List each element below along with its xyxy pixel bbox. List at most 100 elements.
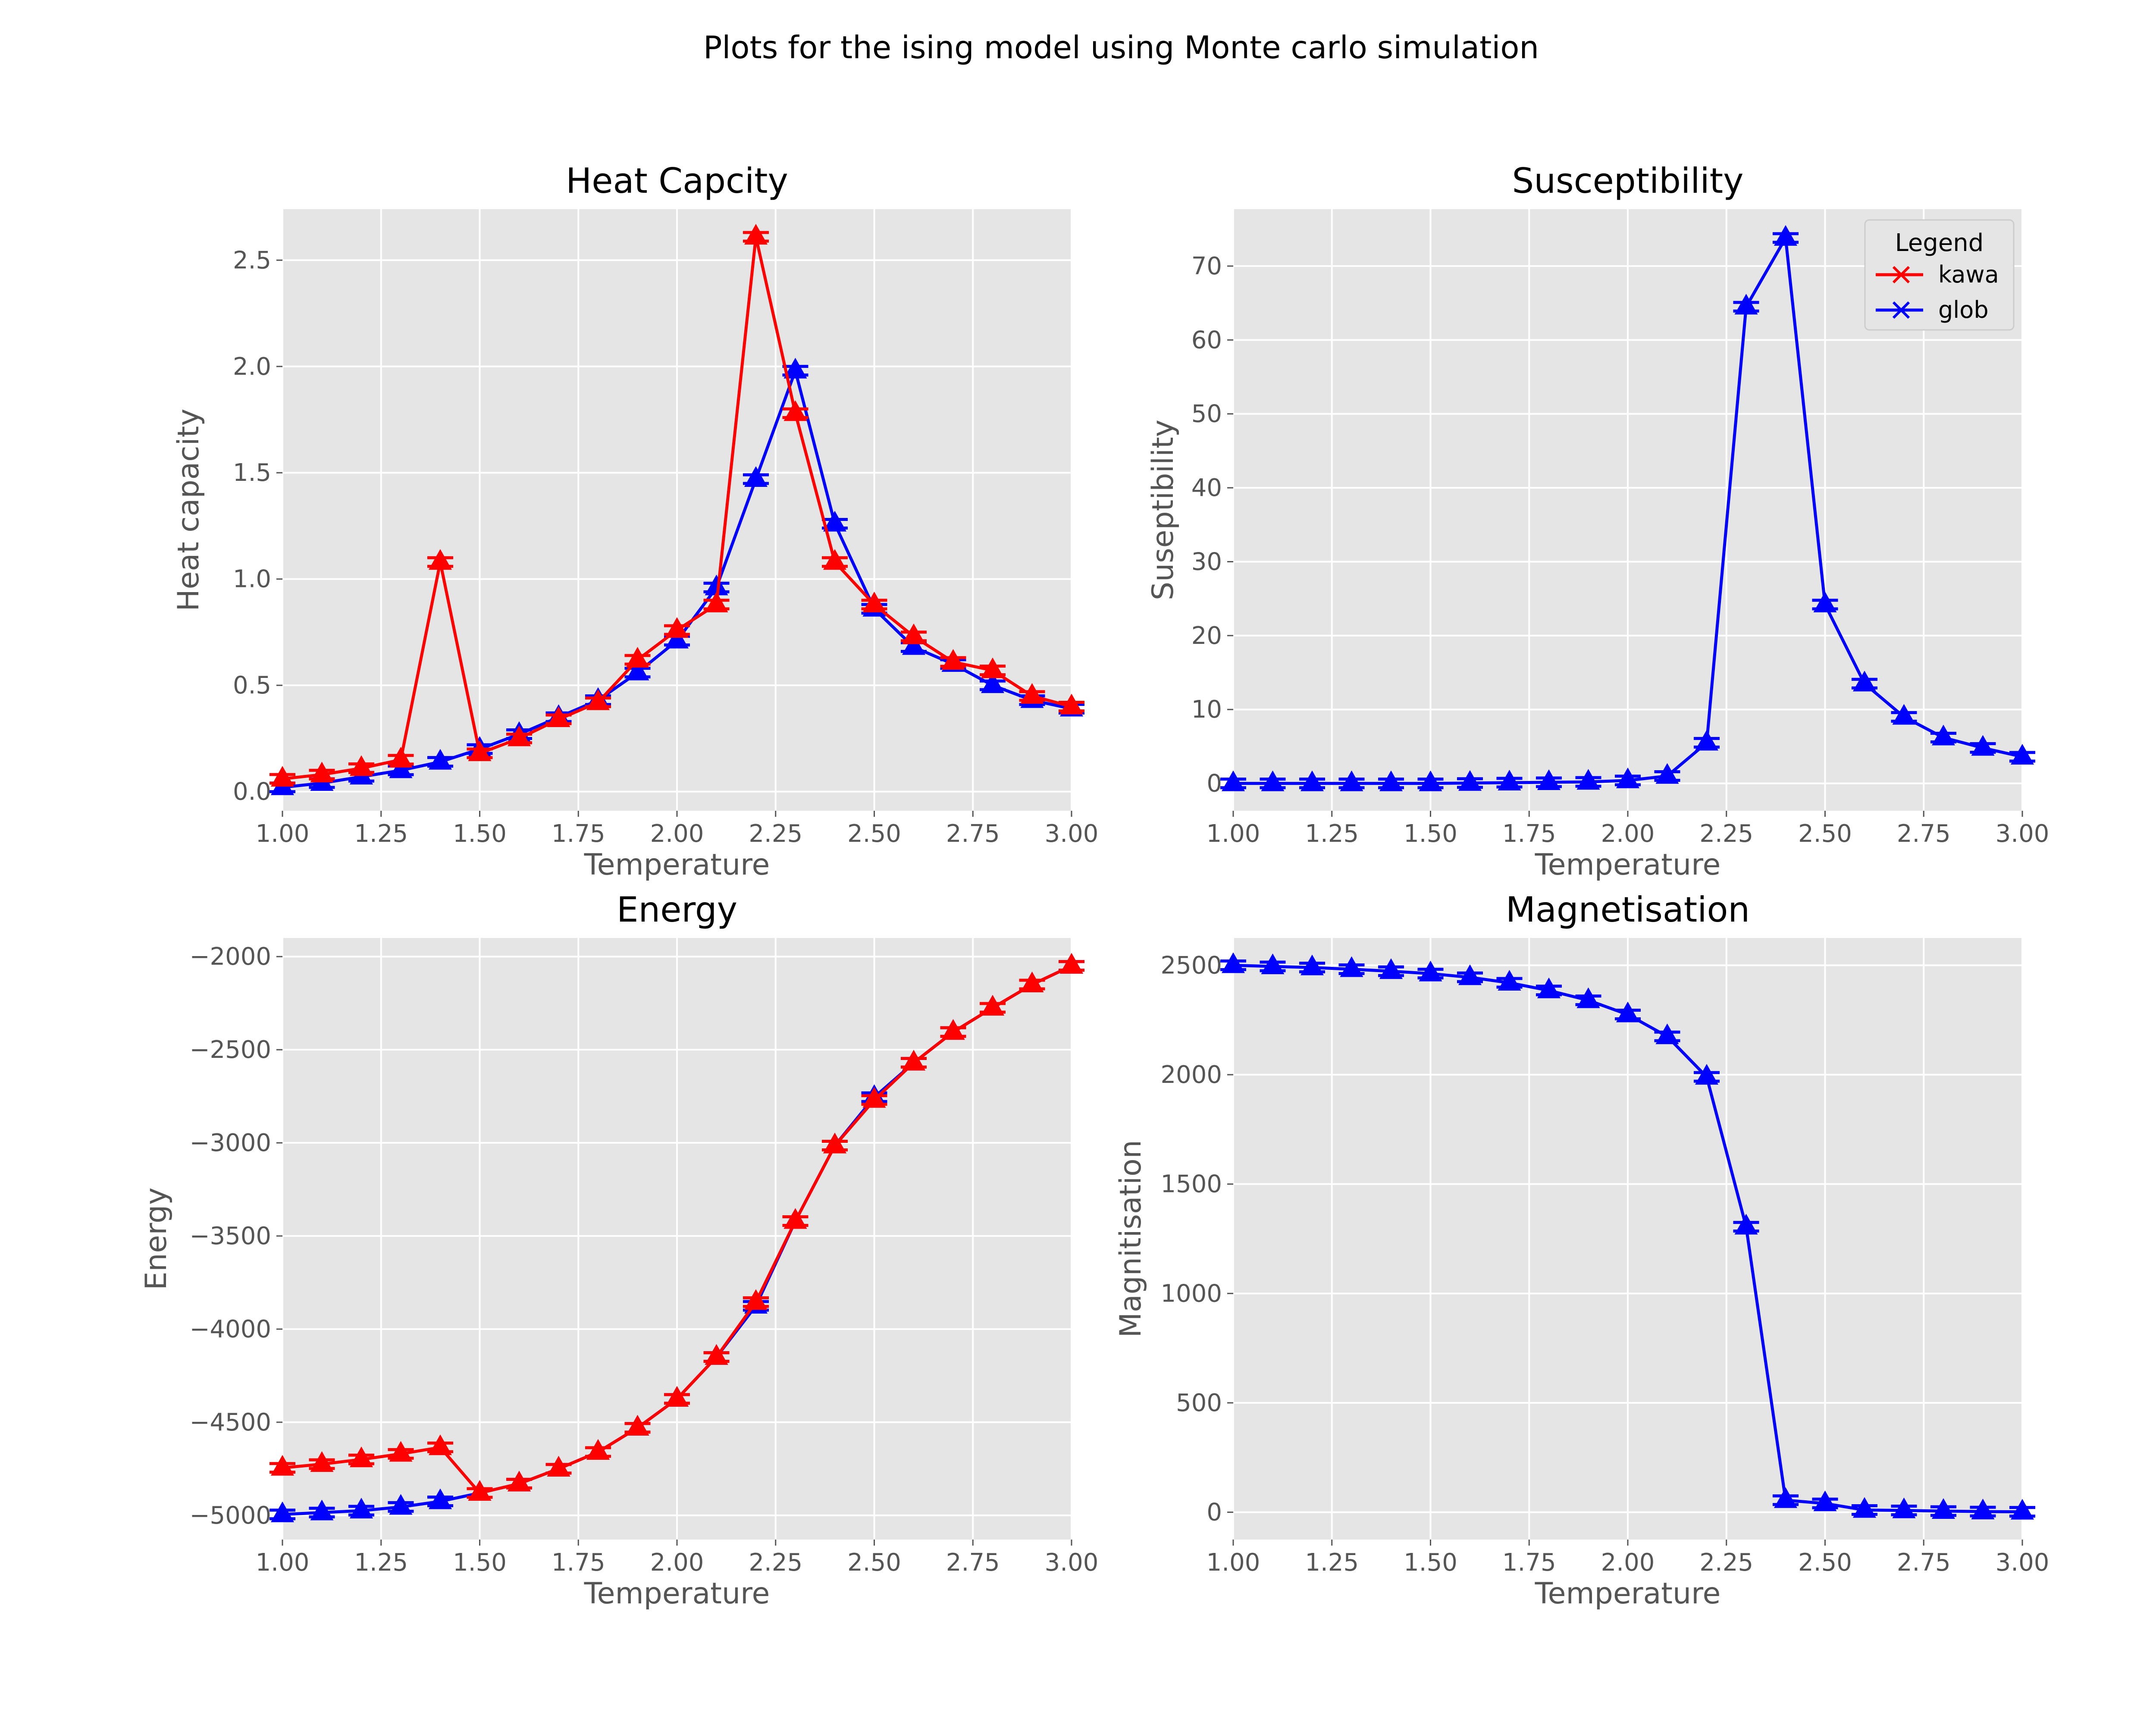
data-point-kawa — [429, 549, 452, 570]
y-tick-label: 1000 — [1160, 1280, 1222, 1308]
data-point-glob — [1774, 1487, 1797, 1508]
data-point-glob — [1971, 735, 1995, 756]
data-point-kawa — [705, 591, 728, 612]
legend-label-kawa: kawa — [1938, 261, 1999, 288]
y-tick-label: 70 — [1191, 252, 1222, 280]
data-point-glob — [1340, 956, 1363, 977]
data-point-glob — [1932, 724, 1955, 746]
data-point-glob — [1616, 1001, 1639, 1022]
x-axis-label: Temperature — [584, 1577, 770, 1611]
y-tick-label: 2.5 — [233, 246, 271, 274]
data-point-kawa — [1020, 971, 1044, 992]
data-point-kawa — [310, 762, 334, 783]
y-tick-label: −2000 — [190, 943, 271, 971]
data-point-kawa — [271, 766, 294, 787]
data-point-kawa — [626, 647, 649, 668]
subplot-title: Heat Capcity — [566, 161, 788, 201]
data-point-kawa — [1060, 693, 1083, 715]
data-point-kawa — [823, 1132, 846, 1154]
x-tick-label: 2.25 — [749, 820, 802, 848]
data-point-kawa — [941, 1019, 965, 1040]
y-axis-label: Heat capacity — [172, 409, 206, 612]
data-point-glob — [1892, 704, 1916, 725]
data-point-kawa — [902, 623, 925, 644]
series-glob — [1220, 225, 2035, 791]
y-tick-label: 0.5 — [233, 671, 271, 699]
data-point-kawa — [468, 740, 492, 761]
x-tick-label: 2.25 — [1699, 1549, 1753, 1577]
legend-title: Legend — [1895, 229, 1984, 257]
data-point-glob — [783, 358, 807, 379]
data-point-glob — [1537, 769, 1561, 790]
y-tick-label: −2500 — [190, 1036, 271, 1064]
data-point-glob — [1261, 770, 1285, 791]
x-tick-label: 2.00 — [650, 820, 704, 848]
subplot-4: 1.00 1.25 1.50 1.75 2.00 2.25 2.50 2.75 3.00 0 500… — [1114, 890, 2049, 1611]
data-point-kawa — [823, 549, 846, 570]
data-point-glob — [1537, 977, 1561, 998]
data-point-glob — [1853, 671, 1876, 692]
x-tick-label: 2.75 — [946, 1549, 1000, 1577]
data-point-glob — [1419, 770, 1442, 791]
x-tick-label: 1.00 — [256, 1549, 310, 1577]
legend-marker-glob — [1892, 301, 1910, 319]
data-point-kawa — [586, 1439, 610, 1460]
data-point-glob — [1813, 591, 1837, 612]
data-point-glob — [705, 574, 728, 596]
subplot-title: Energy — [617, 890, 737, 930]
y-tick-label: 2.0 — [233, 353, 271, 381]
x-tick-label: 2.50 — [847, 820, 901, 848]
data-point-glob — [1695, 1064, 1718, 1085]
data-point-kawa — [783, 400, 807, 421]
x-tick-label: 1.25 — [354, 1549, 408, 1577]
series-kawa — [270, 953, 1084, 1501]
data-point-glob — [1379, 770, 1403, 791]
data-point-glob — [665, 627, 689, 649]
data-point-kawa — [744, 1289, 768, 1310]
y-tick-label: −4000 — [190, 1315, 271, 1343]
data-point-kawa — [271, 1455, 294, 1476]
x-tick-label: 1.25 — [354, 820, 408, 848]
y-tick-label: 0.0 — [233, 778, 271, 806]
data-point-glob — [1300, 954, 1324, 975]
data-point-glob — [626, 659, 649, 681]
x-tick-label: 2.50 — [1798, 1549, 1852, 1577]
y-tick-label: 1500 — [1160, 1170, 1222, 1198]
data-point-glob — [1971, 1499, 1995, 1520]
y-axis-label: Suseptibility — [1146, 420, 1180, 600]
y-tick-label: 20 — [1191, 622, 1222, 650]
data-point-kawa — [508, 725, 531, 746]
x-tick-label: 2.75 — [946, 820, 1000, 848]
y-tick-label: 1.0 — [233, 565, 271, 593]
data-point-kawa — [468, 1480, 492, 1501]
data-point-glob — [1419, 960, 1442, 982]
data-point-glob — [1300, 770, 1324, 791]
subplot-1: 1.00 1.25 1.50 1.75 2.00 2.25 2.50 2.75 3.00 0.0 0… — [172, 161, 1098, 882]
subplot-3: 1.00 1.25 1.50 1.75 2.00 2.25 2.50 2.75 3.00 −200… — [139, 890, 1098, 1611]
x-tick-label: 3.00 — [1996, 820, 2049, 848]
y-tick-label: 500 — [1176, 1389, 1222, 1417]
legend-label-glob: glob — [1938, 296, 1989, 323]
x-tick-label: 2.00 — [650, 1549, 704, 1577]
y-tick-label: 0 — [1206, 770, 1222, 798]
data-point-glob — [1655, 763, 1679, 784]
x-tick-label: 1.00 — [1206, 820, 1260, 848]
data-point-kawa — [1020, 683, 1044, 704]
data-point-glob — [389, 757, 413, 778]
data-point-kawa — [665, 1386, 689, 1407]
figure-suptitle: Plots for the ising model using Monte ca… — [703, 29, 1539, 66]
data-point-glob — [1734, 1214, 1758, 1235]
data-point-kawa — [389, 746, 413, 768]
y-tick-label: 10 — [1191, 696, 1222, 724]
y-tick-label: 1.5 — [233, 459, 271, 487]
y-tick-label: 40 — [1191, 474, 1222, 502]
x-tick-label: 2.75 — [1897, 820, 1951, 848]
charts-container: 1.00 1.25 1.50 1.75 2.00 2.25 2.50 2.75 3.000.00… — [139, 161, 2049, 1611]
legend-marker-kawa — [1892, 266, 1910, 284]
y-tick-label: −4500 — [190, 1408, 271, 1436]
data-point-kawa — [586, 689, 610, 710]
subplot-2: 1.00 1.25 1.50 1.75 2.00 2.25 2.50 2.75 3.00 0 10 2… — [1146, 161, 2049, 882]
x-tick-label: 1.50 — [453, 1549, 507, 1577]
data-point-kawa — [981, 994, 1004, 1016]
data-point-kawa — [429, 1434, 452, 1455]
